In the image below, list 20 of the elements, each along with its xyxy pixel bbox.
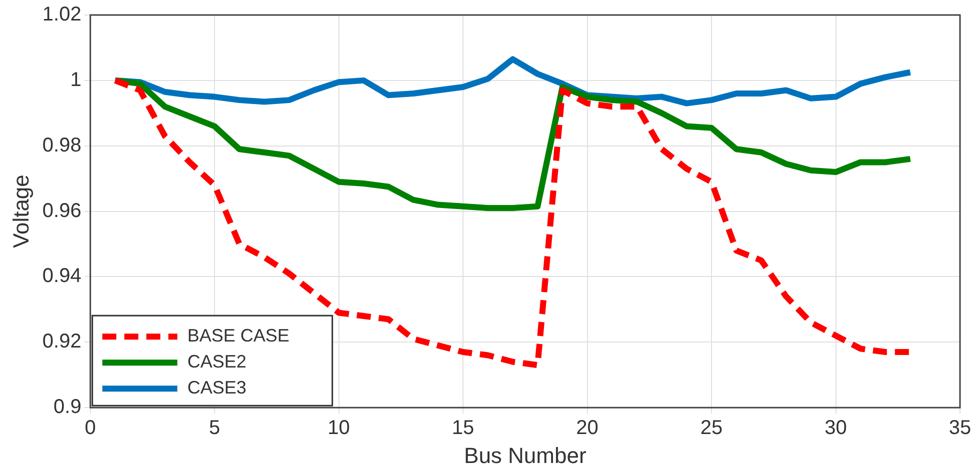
y-tick-label: 1.02 xyxy=(42,4,82,26)
legend-label: CASE2 xyxy=(187,352,246,372)
x-axis-title: Bus Number xyxy=(464,442,586,468)
y-axis-title: Voltage xyxy=(8,174,34,248)
x-tick-label: 15 xyxy=(452,417,474,440)
x-tick-label: 35 xyxy=(948,417,972,440)
x-tick-label: 20 xyxy=(576,417,598,440)
y-tick-label: 0.9 xyxy=(54,396,82,418)
legend-label: BASE CASE xyxy=(187,326,290,346)
x-tick-label: 5 xyxy=(209,417,220,440)
x-tick-label: 10 xyxy=(328,417,350,440)
y-tick-label: 0.94 xyxy=(42,265,82,288)
y-tick-label: 1 xyxy=(70,68,82,91)
x-tick-label: 0 xyxy=(84,417,96,440)
y-tick-label: 0.98 xyxy=(42,134,82,156)
y-tick-label: 0.92 xyxy=(42,330,82,353)
x-tick-label: 25 xyxy=(700,417,723,440)
x-tick-label: 30 xyxy=(824,417,847,440)
legend-label: CASE3 xyxy=(187,378,246,398)
y-tick-label: 0.96 xyxy=(42,200,82,222)
